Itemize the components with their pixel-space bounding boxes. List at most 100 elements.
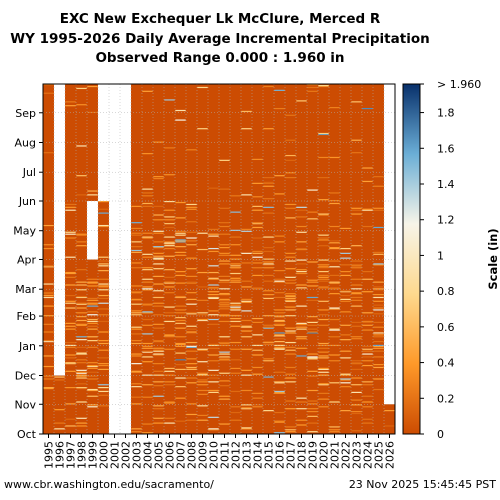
heatmap-cell [318,344,329,347]
heatmap-cell [318,177,329,179]
heatmap-cell [285,154,296,157]
heatmap-cell [285,366,296,369]
heatmap-cell [208,416,219,418]
heatmap-cell [351,292,362,294]
heatmap-cell [65,418,76,420]
heatmap-cell [318,392,329,394]
heatmap-cell [285,300,296,302]
heatmap-cell [252,209,263,211]
heatmap-cell [65,237,76,239]
heatmap-cell [307,389,318,392]
heatmap-cell [351,278,362,280]
heatmap-cell [318,342,329,345]
heatmap-cell [285,332,296,334]
heatmap-cell [43,378,54,380]
heatmap-cell [197,128,208,130]
heatmap-cell [76,289,87,291]
heatmap-cell [43,340,54,342]
heatmap-cell [285,295,296,298]
heatmap-cell [219,233,230,235]
heatmap-cell [131,205,142,207]
heatmap-cell [131,314,142,316]
heatmap-cell [164,242,175,244]
heatmap-cell [65,357,76,359]
heatmap-cell [153,219,164,221]
heatmap-cell [362,291,373,293]
heatmap-cell [98,394,109,396]
heatmap-cell [274,344,285,347]
heatmap-cell [43,265,54,267]
heatmap-cell [175,364,186,366]
heatmap-cell [318,374,329,376]
heatmap-cell [318,274,329,277]
heatmap-cell [252,406,263,408]
heatmap-cell [274,334,285,336]
heatmap-cell [252,366,263,369]
heatmap-cell [76,307,87,309]
heatmap-cell [241,298,252,300]
heatmap-cell [230,277,241,279]
heatmap-cell [230,325,241,327]
heatmap-cell [186,325,197,327]
heatmap-cell [318,383,329,385]
heatmap-cell [98,212,109,214]
heatmap-cell [98,320,109,323]
heatmap-cell [219,398,230,400]
heatmap-cell [142,432,153,434]
heatmap-cell [131,262,142,264]
heatmap-cell [219,254,230,256]
heatmap-cell [274,391,285,394]
heatmap-cell [285,282,296,284]
heatmap-cell [351,265,362,267]
heatmap-cell [296,284,307,286]
heatmap-cell [65,233,76,235]
heatmap-cell [274,432,285,434]
heatmap-cell [285,159,296,161]
heatmap-cell [175,109,186,112]
heatmap-cell [65,302,76,304]
colorbar-tick-label: 1.2 [437,214,455,227]
heatmap-cell [241,325,252,327]
heatmap-cell [340,382,351,384]
heatmap-cell [351,360,362,362]
x-tick-label-2022: 2022 [340,441,353,469]
heatmap-cell [340,294,351,297]
heatmap-cell [175,342,186,345]
heatmap-cell [43,387,54,389]
heatmap-cell [318,347,329,349]
heatmap-cell [362,278,373,280]
heatmap-cell [285,341,296,344]
heatmap-cell [263,185,274,187]
heatmap-cell [296,241,307,243]
heatmap-cell [252,182,263,184]
heatmap-cell [186,377,197,379]
heatmap-cell [175,317,186,319]
heatmap-cell [351,325,362,327]
heatmap-cell [197,393,208,395]
heatmap-cell [340,357,351,359]
heatmap-cell [252,223,263,225]
heatmap-cell [43,224,54,227]
heatmap-cell [197,372,208,374]
heatmap-cell [373,207,384,209]
heatmap-cell [351,377,362,379]
heatmap-cell [219,281,230,283]
heatmap-cell [318,267,329,269]
heatmap-cell [164,381,175,383]
heatmap-cell [241,300,252,302]
footer-source-url[interactable]: www.cbr.washington.edu/sacramento/ [4,478,214,491]
missing-data-block-2002 [120,84,131,434]
heatmap-cell [43,315,54,317]
heatmap-plot-area [42,84,396,435]
heatmap-cell [373,304,384,306]
heatmap-cell [153,347,164,349]
heatmap-cell [362,422,373,424]
heatmap-cell [142,423,153,425]
heatmap-cell [329,344,340,347]
heatmap-cell [98,256,109,258]
heatmap-cell [307,410,318,413]
heatmap-cell [219,372,230,374]
heatmap-cell [230,258,241,260]
heatmap-cell [164,219,175,221]
